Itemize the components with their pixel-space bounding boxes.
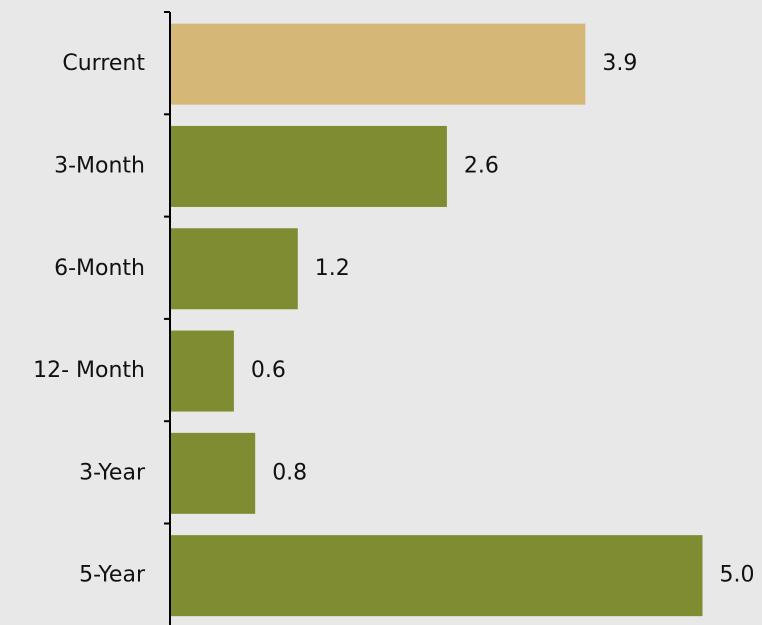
value-label: 1.2	[315, 256, 350, 281]
category-label: 3-Month	[54, 153, 145, 178]
category-label: Current	[62, 51, 145, 76]
bar	[170, 432, 256, 514]
bar	[170, 23, 586, 105]
value-label: 2.6	[464, 153, 499, 178]
bar	[170, 330, 234, 412]
value-label: 3.9	[602, 51, 637, 76]
category-label: 12- Month	[33, 358, 145, 383]
bar	[170, 228, 298, 310]
category-label: 5-Year	[79, 563, 146, 588]
category-label: 6-Month	[54, 256, 145, 281]
value-label: 0.6	[251, 358, 286, 383]
value-label: 0.8	[272, 460, 307, 485]
value-label: 5.0	[720, 563, 755, 588]
bar	[170, 125, 447, 207]
bar	[170, 535, 703, 617]
category-label: 3-Year	[79, 460, 146, 485]
